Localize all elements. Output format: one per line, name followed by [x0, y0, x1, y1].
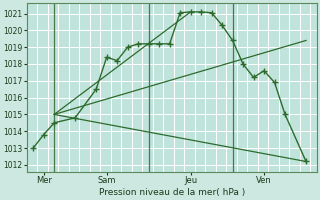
- X-axis label: Pression niveau de la mer( hPa ): Pression niveau de la mer( hPa ): [99, 188, 245, 197]
